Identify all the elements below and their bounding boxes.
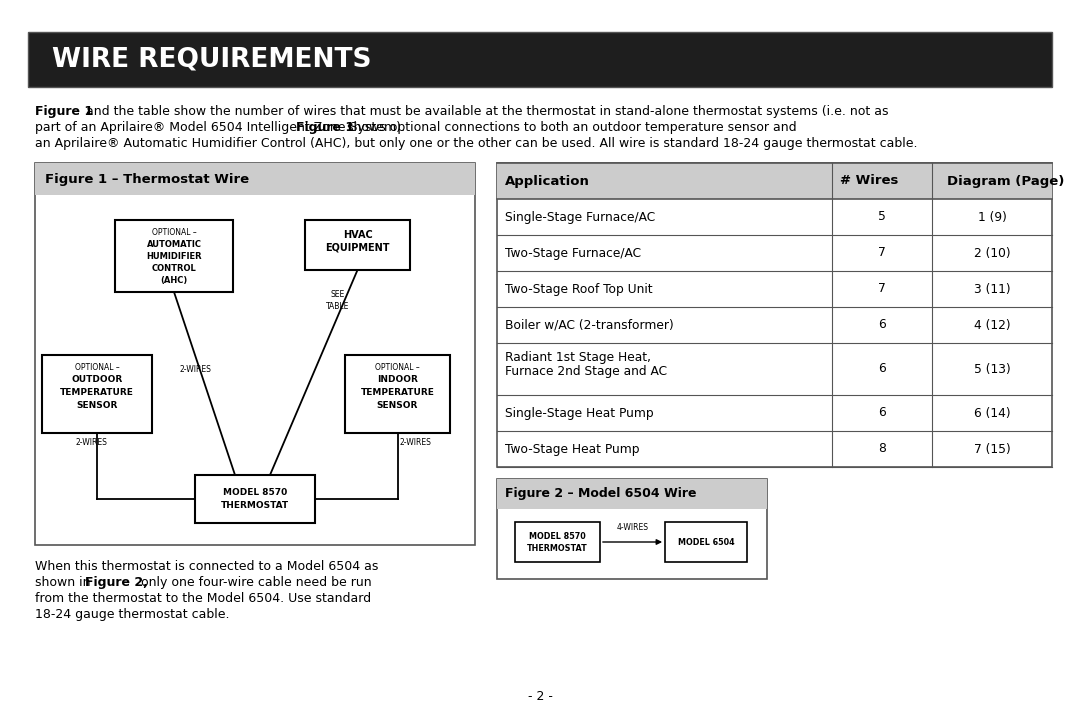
Text: Figure 1: Figure 1 bbox=[35, 105, 93, 118]
Text: only one four-wire cable need be run: only one four-wire cable need be run bbox=[137, 576, 372, 589]
Text: Single-Stage Heat Pump: Single-Stage Heat Pump bbox=[505, 407, 653, 420]
Text: 5 (13): 5 (13) bbox=[974, 362, 1011, 376]
Text: - 2 -: - 2 - bbox=[527, 690, 553, 703]
FancyBboxPatch shape bbox=[497, 163, 1052, 199]
Text: Furnace 2nd Stage and AC: Furnace 2nd Stage and AC bbox=[505, 365, 667, 378]
Text: 1 (9): 1 (9) bbox=[977, 210, 1007, 223]
Text: part of an Aprilaire® Model 6504 Intelligent Zone System).: part of an Aprilaire® Model 6504 Intelli… bbox=[35, 121, 409, 134]
Text: 2-WIRES: 2-WIRES bbox=[75, 438, 107, 447]
Text: THERMOSTAT: THERMOSTAT bbox=[527, 544, 588, 553]
FancyBboxPatch shape bbox=[195, 475, 315, 523]
FancyBboxPatch shape bbox=[305, 220, 410, 270]
Text: OPTIONAL –: OPTIONAL – bbox=[75, 363, 120, 372]
Text: SEE: SEE bbox=[330, 290, 345, 299]
Text: 2-WIRES: 2-WIRES bbox=[179, 365, 211, 374]
Text: Two-Stage Heat Pump: Two-Stage Heat Pump bbox=[505, 443, 639, 456]
Text: 6: 6 bbox=[878, 407, 886, 420]
Text: 4-WIRES: 4-WIRES bbox=[617, 523, 648, 532]
Text: Two-Stage Roof Top Unit: Two-Stage Roof Top Unit bbox=[505, 282, 652, 295]
Text: THERMOSTAT: THERMOSTAT bbox=[221, 501, 289, 510]
Text: 6: 6 bbox=[878, 318, 886, 331]
FancyBboxPatch shape bbox=[497, 163, 1052, 467]
Text: 3 (11): 3 (11) bbox=[974, 282, 1010, 295]
Text: from the thermostat to the Model 6504. Use standard: from the thermostat to the Model 6504. U… bbox=[35, 592, 372, 605]
Text: Application: Application bbox=[505, 174, 590, 187]
Text: Diagram (Page): Diagram (Page) bbox=[947, 174, 1065, 187]
Text: TEMPERATURE: TEMPERATURE bbox=[60, 388, 134, 397]
Text: OUTDOOR: OUTDOOR bbox=[71, 375, 123, 384]
Text: 7: 7 bbox=[878, 282, 886, 295]
Text: 5: 5 bbox=[878, 210, 886, 223]
Text: Figure 1: Figure 1 bbox=[296, 121, 354, 134]
Text: CONTROL: CONTROL bbox=[151, 264, 197, 273]
Text: 8: 8 bbox=[878, 443, 886, 456]
Text: shows optional connections to both an outdoor temperature sensor and: shows optional connections to both an ou… bbox=[343, 121, 797, 134]
FancyBboxPatch shape bbox=[35, 163, 475, 195]
Text: an Aprilaire® Automatic Humidifier Control (AHC), but only one or the other can : an Aprilaire® Automatic Humidifier Contr… bbox=[35, 137, 918, 150]
Text: OPTIONAL –: OPTIONAL – bbox=[151, 228, 197, 237]
Text: 18-24 gauge thermostat cable.: 18-24 gauge thermostat cable. bbox=[35, 608, 229, 621]
Text: Figure 1 – Thermostat Wire: Figure 1 – Thermostat Wire bbox=[45, 173, 249, 186]
FancyBboxPatch shape bbox=[665, 522, 747, 562]
Text: TEMPERATURE: TEMPERATURE bbox=[361, 388, 434, 397]
Text: 4 (12): 4 (12) bbox=[974, 318, 1010, 331]
FancyBboxPatch shape bbox=[114, 220, 233, 292]
Text: SENSOR: SENSOR bbox=[77, 401, 118, 410]
Text: When this thermostat is connected to a Model 6504 as: When this thermostat is connected to a M… bbox=[35, 560, 378, 573]
Text: TABLE: TABLE bbox=[326, 302, 349, 311]
Text: EQUIPMENT: EQUIPMENT bbox=[325, 243, 390, 253]
Text: 2 (10): 2 (10) bbox=[974, 246, 1010, 259]
Text: Figure 2 – Model 6504 Wire: Figure 2 – Model 6504 Wire bbox=[505, 487, 697, 500]
Text: MODEL 6504: MODEL 6504 bbox=[677, 538, 734, 547]
Text: HUMIDIFIER: HUMIDIFIER bbox=[146, 252, 202, 261]
FancyBboxPatch shape bbox=[497, 479, 767, 509]
Text: WIRE REQUIREMENTS: WIRE REQUIREMENTS bbox=[52, 47, 372, 73]
FancyBboxPatch shape bbox=[345, 355, 450, 433]
Text: 7 (15): 7 (15) bbox=[974, 443, 1011, 456]
Text: Single-Stage Furnace/AC: Single-Stage Furnace/AC bbox=[505, 210, 656, 223]
Text: Figure 2,: Figure 2, bbox=[85, 576, 148, 589]
Text: Two-Stage Furnace/AC: Two-Stage Furnace/AC bbox=[505, 246, 642, 259]
Text: MODEL 8570: MODEL 8570 bbox=[222, 488, 287, 497]
Text: # Wires: # Wires bbox=[840, 174, 899, 187]
Text: 7: 7 bbox=[878, 246, 886, 259]
Text: AUTOMATIC: AUTOMATIC bbox=[147, 240, 202, 249]
Text: 6: 6 bbox=[878, 362, 886, 376]
Text: and the table show the number of wires that must be available at the thermostat : and the table show the number of wires t… bbox=[82, 105, 889, 118]
FancyBboxPatch shape bbox=[35, 163, 475, 545]
Text: Radiant 1st Stage Heat,: Radiant 1st Stage Heat, bbox=[505, 351, 651, 364]
Text: INDOOR: INDOOR bbox=[377, 375, 418, 384]
FancyBboxPatch shape bbox=[28, 32, 1052, 87]
Text: HVAC: HVAC bbox=[342, 230, 373, 240]
Text: SENSOR: SENSOR bbox=[377, 401, 418, 410]
Text: 6 (14): 6 (14) bbox=[974, 407, 1010, 420]
Text: shown in: shown in bbox=[35, 576, 95, 589]
FancyBboxPatch shape bbox=[515, 522, 600, 562]
Text: MODEL 8570: MODEL 8570 bbox=[529, 532, 585, 541]
Text: 2-WIRES: 2-WIRES bbox=[400, 438, 431, 447]
Text: Boiler w/AC (2-transformer): Boiler w/AC (2-transformer) bbox=[505, 318, 674, 331]
Text: (AHC): (AHC) bbox=[160, 276, 188, 285]
Text: OPTIONAL –: OPTIONAL – bbox=[375, 363, 420, 372]
FancyBboxPatch shape bbox=[497, 479, 767, 579]
FancyBboxPatch shape bbox=[42, 355, 152, 433]
